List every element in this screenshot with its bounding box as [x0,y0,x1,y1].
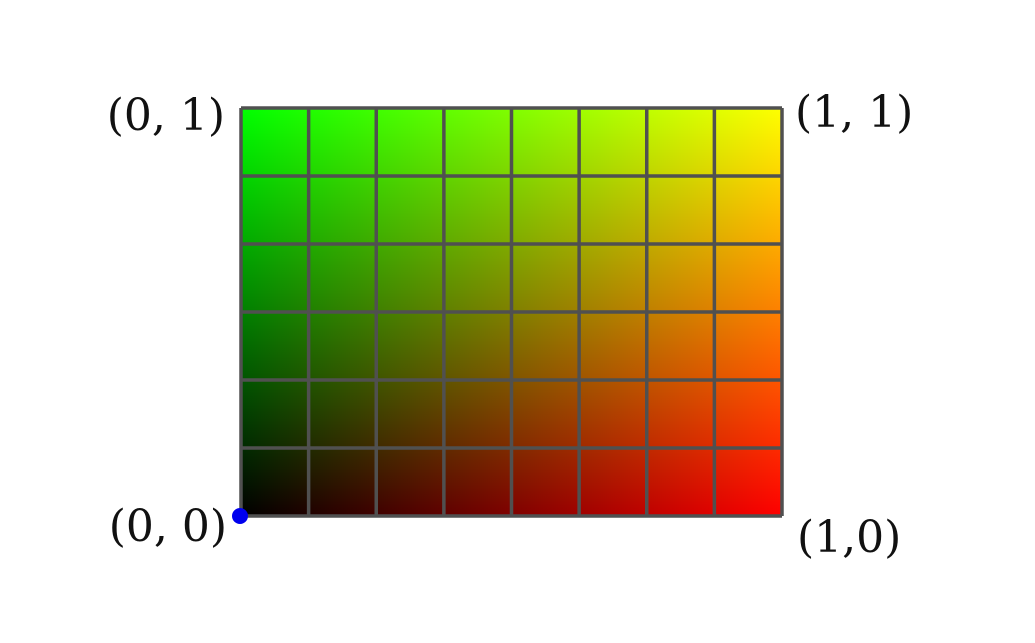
corner-label-bottom-right: (1,0) [797,512,901,563]
corner-label-top-right: (1, 1) [795,87,913,138]
origin-marker [232,508,248,524]
corner-label-bottom-left: (0, 0) [109,501,227,552]
grid-lines [239,106,784,518]
corner-label-top-left: (0, 1) [107,90,225,141]
